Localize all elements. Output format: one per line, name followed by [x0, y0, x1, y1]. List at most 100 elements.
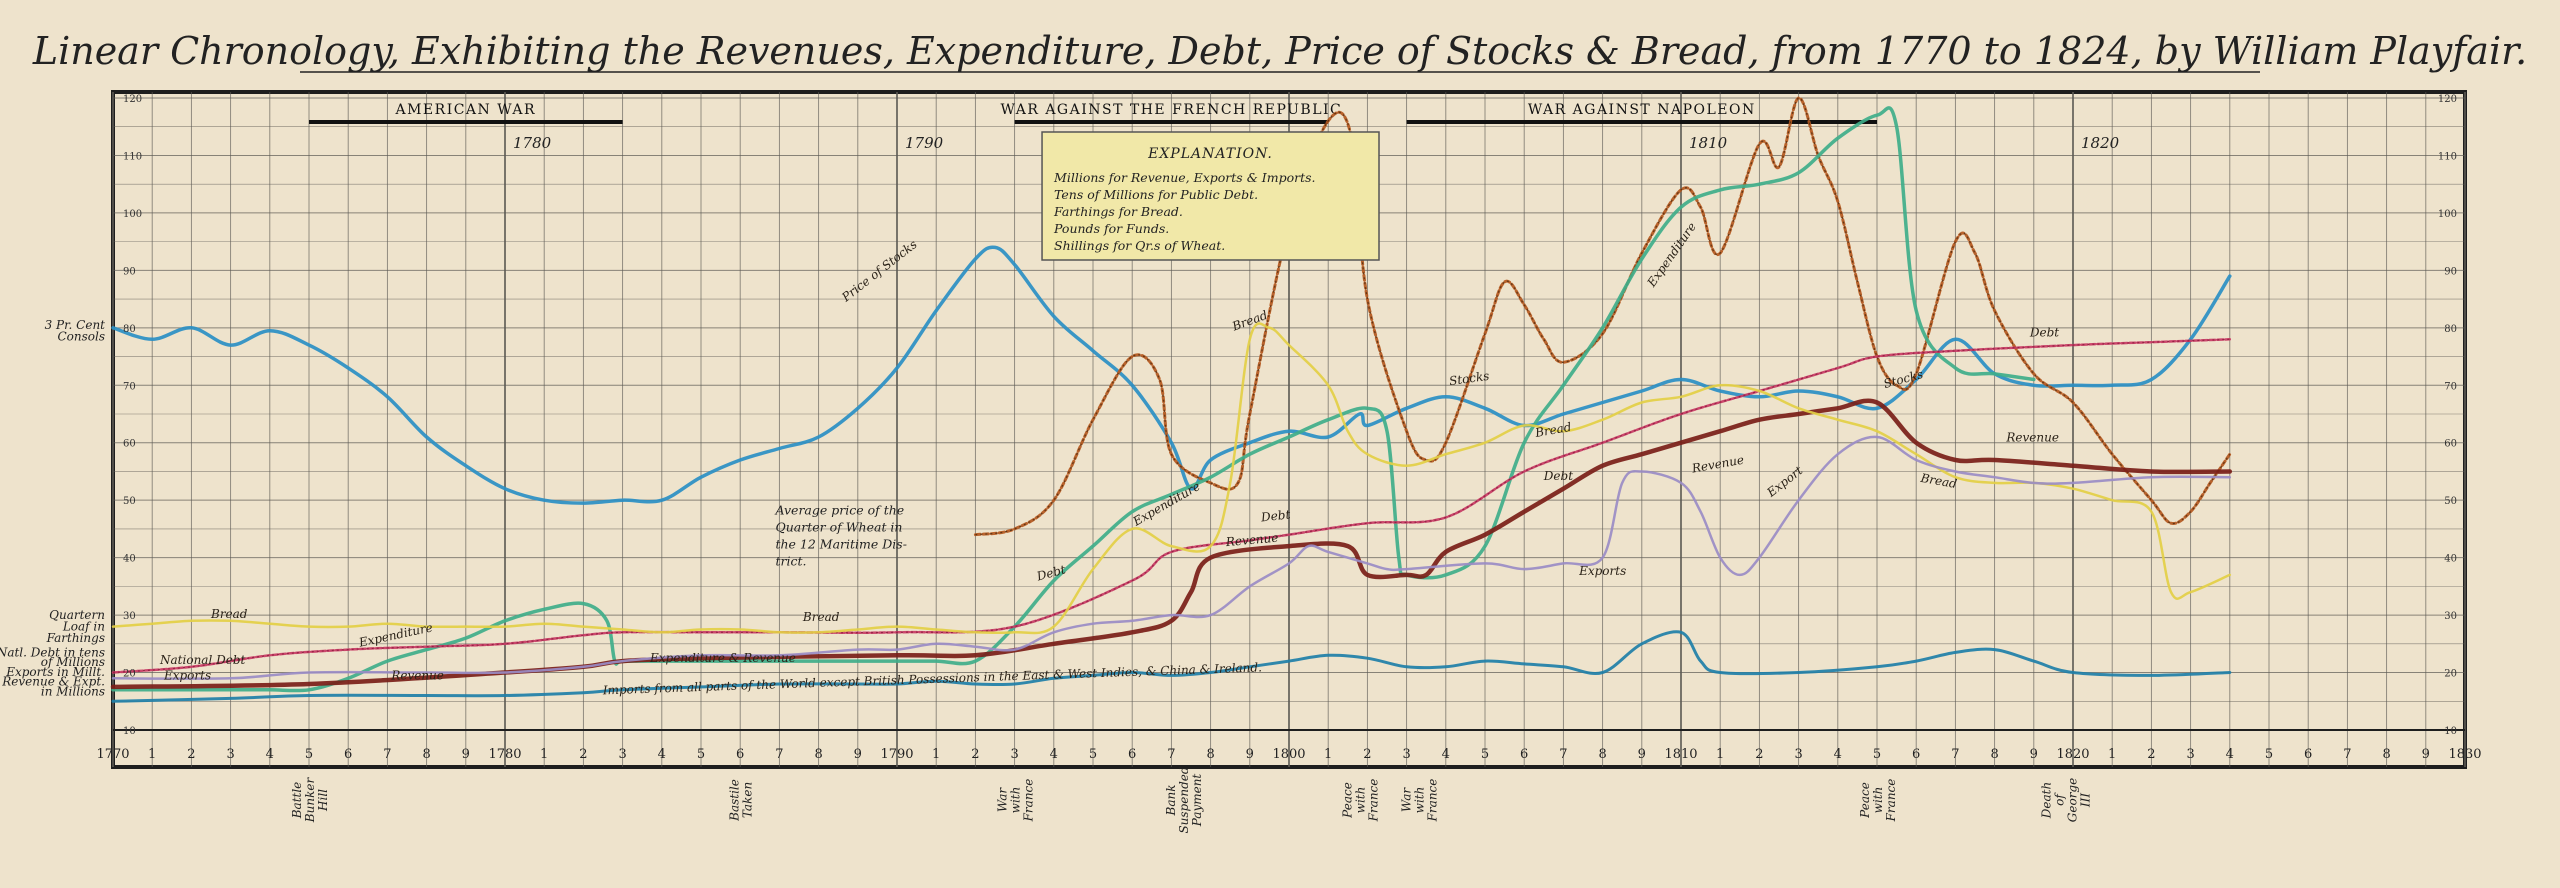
x-tick-label: 6: [2304, 747, 2312, 762]
explanation-line: Millions for Revenue, Exports & Imports.: [1053, 170, 1315, 185]
x-tick-label: 2: [579, 747, 587, 762]
y-tick-left: 70: [123, 381, 136, 392]
series-consols: [111, 245, 2232, 505]
series-exports: [111, 435, 2232, 680]
x-tick-label: 4: [266, 747, 274, 762]
event-label: War with France: [1399, 779, 1439, 823]
x-tick-label: 3: [226, 747, 234, 762]
x-tick-label: 1790: [880, 747, 913, 762]
wheat-note-line: Quarter of Wheat in: [775, 520, 902, 535]
series-annotation: National Debt: [159, 653, 245, 667]
y-tick-left: 20: [123, 669, 136, 680]
x-tick-label: 9: [1638, 747, 1646, 762]
series-annotation: Stocks: [1448, 369, 1490, 388]
wheat-note-line: trict.: [775, 554, 806, 569]
y-tick-left: 120: [123, 94, 142, 105]
left-axis-label: Consols: [57, 329, 105, 343]
x-tick-labels: 1770 1 2 3 4 5 6 7 8 9 1780 1 2 3 4 5 6 7 8 9 1790 1 2 3 4 5 6 7 8 9 1…: [96, 747, 2481, 762]
x-tick-label: 5: [305, 747, 313, 762]
explanation-box: EXPLANATION. Millions for Revenue, Export…: [1041, 131, 1380, 261]
war-label: WAR AGAINST NAPOLEON: [1528, 102, 1756, 118]
y-tick-left: 80: [123, 324, 136, 335]
event-word: Bastile: [728, 779, 742, 822]
x-tick-label: 6: [1912, 747, 1920, 762]
event-label: Death of George III: [2040, 778, 2093, 822]
x-tick-label: 9: [854, 747, 862, 762]
x-tick-label: 2: [1755, 747, 1763, 762]
y-tick-left: 110: [123, 151, 142, 162]
x-tick-label: 8: [1598, 747, 1606, 762]
event-labels: Battle Bunker Hill Bastile Taken War with Franc…: [290, 766, 2093, 833]
y-tick-right: 70: [2444, 381, 2457, 392]
left-axis-label: in Millions: [41, 685, 105, 699]
series-lines: [110, 96, 2233, 703]
y-tick-right: 80: [2444, 324, 2457, 335]
x-tick-label: 9: [1246, 747, 1254, 762]
event-word: France: [1022, 779, 1036, 823]
x-tick-label: 6: [736, 747, 744, 762]
wheat-note: Average price of the Quarter of Wheat in t…: [774, 503, 906, 569]
event-word: Payment: [1190, 774, 1204, 828]
y-tick-right: 100: [2438, 209, 2457, 220]
x-tick-label: 7: [2343, 747, 2351, 762]
series-annotation: Exports: [1578, 564, 1626, 578]
decade-label: 1790: [905, 134, 944, 152]
x-tick-label: 6: [1520, 747, 1528, 762]
decade-label: 1810: [1689, 134, 1728, 152]
event-word: Hill: [316, 789, 330, 812]
war-label: AMERICAN WAR: [394, 102, 536, 118]
event-label: Peace with France: [1341, 779, 1381, 823]
event-word: Battle: [290, 782, 304, 820]
chart-title: Linear Chronology, Exhibiting the Revenu…: [32, 29, 2527, 73]
series-annotation: Debt: [1543, 469, 1573, 483]
left-axis-label: Revenue & Expt.: [1, 675, 105, 689]
war-label: WAR AGAINST THE FRENCH REPUBLIC: [1001, 102, 1343, 118]
y-tick-left: 40: [123, 554, 136, 565]
y-tick-left: 100: [123, 209, 142, 220]
x-tick-label: 4: [658, 747, 666, 762]
event-word: of: [2053, 792, 2067, 806]
x-tick-label: 8: [422, 747, 430, 762]
y-tick-right: 30: [2444, 611, 2457, 622]
event-word: Bank: [1164, 785, 1178, 817]
event-word: III: [2079, 793, 2093, 808]
y-tick-left: 30: [123, 611, 136, 622]
left-axis-label: Exports in Millt.: [5, 665, 105, 679]
x-tick-label: 2: [971, 747, 979, 762]
x-tick-label: 7: [775, 747, 783, 762]
series-revenue: [110, 398, 2233, 690]
series-annotation: Expenditure & Revenue: [649, 651, 796, 665]
x-tick-label: 7: [1167, 747, 1175, 762]
x-tick-label: 5: [1481, 747, 1489, 762]
x-tick-label: 4: [1442, 747, 1450, 762]
x-tick-label: 4: [1834, 747, 1842, 762]
left-axis-label: 3 Pr. Cent: [45, 318, 106, 332]
event-word: Suspended: [1177, 766, 1191, 833]
y-tick-left: 60: [123, 439, 136, 450]
event-word: with: [1354, 787, 1368, 814]
x-tick-label: 7: [383, 747, 391, 762]
decade-label: 1780: [513, 134, 552, 152]
event-word: with: [1009, 787, 1023, 814]
x-tick-label: 7: [1951, 747, 1959, 762]
x-tick-label: 5: [1089, 747, 1097, 762]
explanation-line: Shillings for Qr.s of Wheat.: [1054, 238, 1225, 253]
x-tick-label: 1810: [1664, 747, 1697, 762]
x-tick-label: 5: [697, 747, 705, 762]
event-word: Peace: [1341, 782, 1355, 819]
wheat-note-line: the 12 Maritime Dis-: [775, 537, 906, 552]
series-annotation: Bread: [210, 607, 248, 621]
series-annotation: Debt: [2029, 325, 2059, 339]
wheat-note-line: Average price of the: [774, 503, 904, 518]
x-tick-label: 9: [462, 747, 470, 762]
event-word: France: [1425, 779, 1439, 823]
series-annotation: Bread: [1533, 420, 1573, 440]
event-word: George: [2066, 778, 2080, 822]
y-tick-right: 20: [2444, 669, 2457, 680]
explanation-line: Tens of Millions for Public Debt.: [1054, 187, 1258, 202]
x-tick-label: 6: [344, 747, 352, 762]
explanation-line: Farthings for Bread.: [1053, 204, 1183, 219]
x-tick-label: 2: [187, 747, 195, 762]
x-tick-label: 8: [1206, 747, 1214, 762]
